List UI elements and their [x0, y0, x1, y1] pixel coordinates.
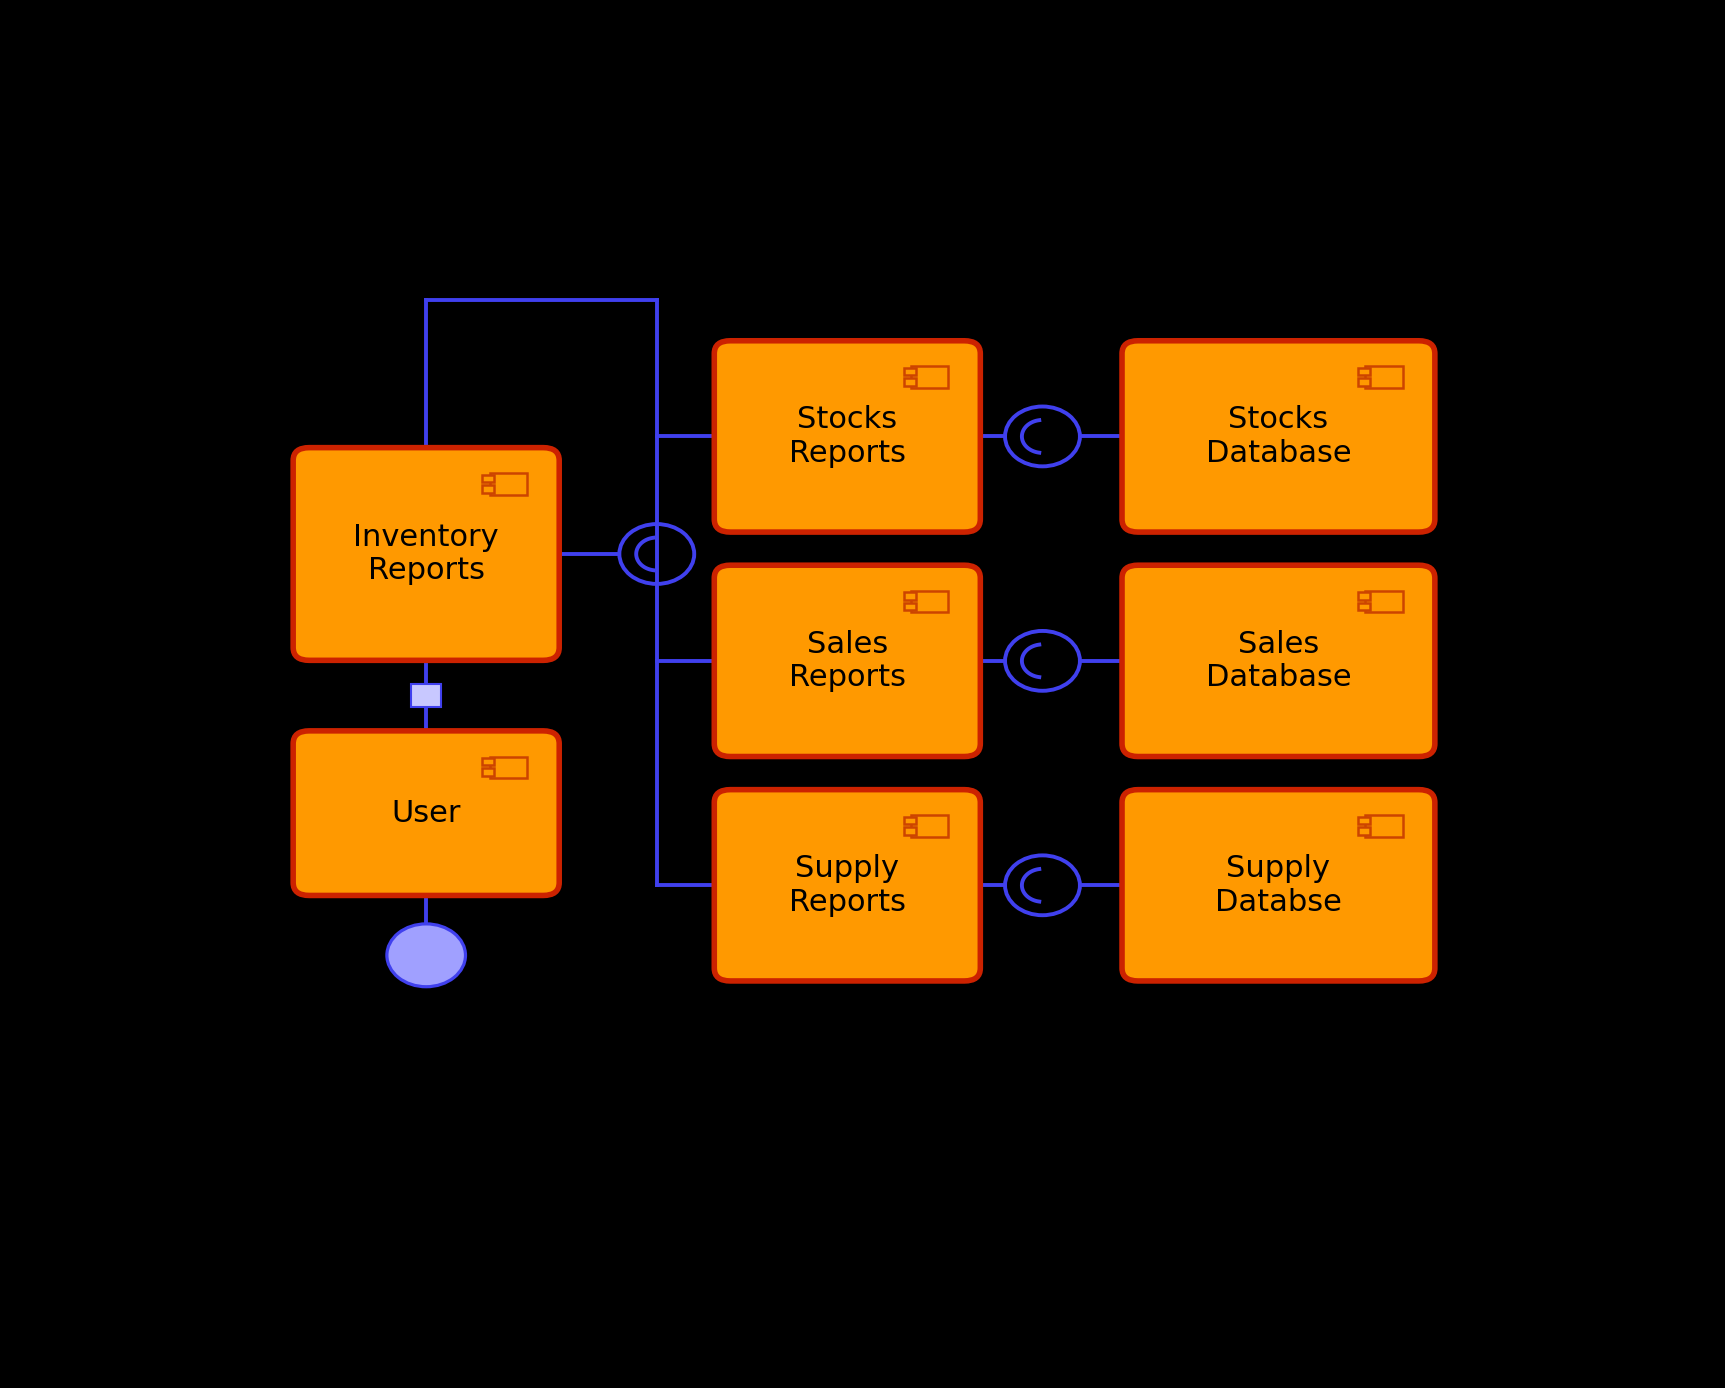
Bar	[1358, 602, 1370, 611]
FancyBboxPatch shape	[1121, 341, 1435, 532]
Text: Stocks
Reports: Stocks Reports	[788, 405, 906, 468]
Bar	[904, 378, 916, 386]
Text: Stocks
Database: Stocks Database	[1206, 405, 1351, 468]
Text: Supply
Reports: Supply Reports	[788, 854, 906, 916]
Bar	[490, 756, 528, 777]
Bar	[911, 591, 949, 612]
Circle shape	[386, 924, 466, 987]
FancyBboxPatch shape	[293, 448, 559, 661]
Bar	[483, 475, 495, 482]
Text: Inventory
Reports: Inventory Reports	[354, 523, 499, 586]
Text: Supply
Databse: Supply Databse	[1214, 854, 1342, 916]
FancyBboxPatch shape	[1121, 790, 1435, 981]
FancyBboxPatch shape	[714, 565, 980, 756]
Bar	[904, 368, 916, 375]
Bar	[904, 827, 916, 834]
FancyBboxPatch shape	[293, 731, 559, 895]
Bar	[483, 758, 495, 766]
FancyBboxPatch shape	[1121, 565, 1435, 756]
Bar	[1364, 815, 1402, 837]
Bar	[911, 366, 949, 387]
Bar	[1358, 816, 1370, 824]
Bar	[911, 815, 949, 837]
Bar	[483, 769, 495, 776]
FancyBboxPatch shape	[714, 790, 980, 981]
Bar	[1358, 368, 1370, 375]
Bar	[904, 816, 916, 824]
FancyBboxPatch shape	[714, 341, 980, 532]
Bar	[490, 473, 528, 494]
Bar	[1358, 827, 1370, 834]
Bar	[1364, 591, 1402, 612]
Bar	[1364, 366, 1402, 387]
Text: User: User	[392, 798, 461, 827]
Bar	[904, 602, 916, 611]
Bar	[904, 593, 916, 600]
Bar	[1358, 593, 1370, 600]
Text: Sales
Database: Sales Database	[1206, 630, 1351, 693]
Bar	[483, 484, 495, 493]
Bar	[1358, 378, 1370, 386]
Text: Sales
Reports: Sales Reports	[788, 630, 906, 693]
Bar	[412, 684, 442, 708]
